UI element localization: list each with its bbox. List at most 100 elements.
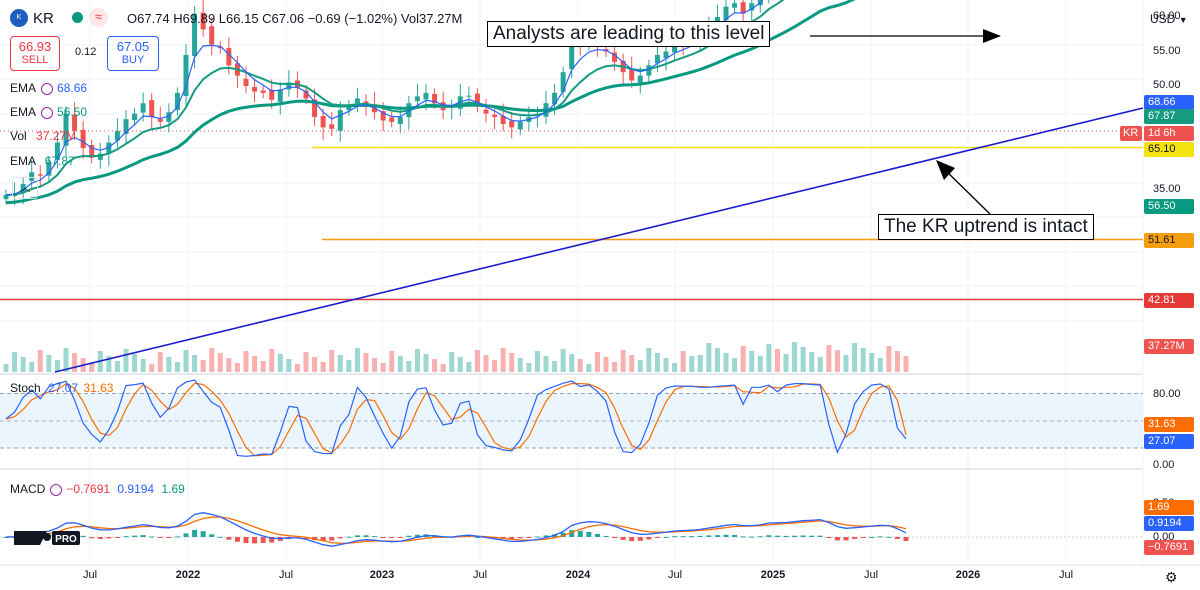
macd-hist-bar <box>852 537 858 539</box>
macd-hist-bar <box>337 537 343 539</box>
macd-hist-bar <box>174 536 180 538</box>
candle-body <box>132 113 138 121</box>
volume-bar <box>697 355 703 372</box>
ema-mid-line <box>5 0 785 196</box>
volume-bar <box>517 358 523 372</box>
price-tick-35: 35.00 <box>1153 182 1181 195</box>
refresh-icon[interactable] <box>50 484 63 496</box>
stoch-legend[interactable]: Stoch 27.07 31.63 <box>10 381 113 395</box>
macd-hist-bar <box>149 536 155 538</box>
time-tick-jul-4: Jul <box>472 569 488 581</box>
candle-body <box>157 119 163 122</box>
volume-bar <box>132 354 138 372</box>
volume-bar <box>29 362 35 372</box>
buy-price: 67.05 <box>116 39 150 54</box>
pill-stoch-k: 27.07 <box>1144 434 1194 449</box>
ema2-value: 56.50 <box>57 105 88 119</box>
volume-bar <box>834 350 840 372</box>
uptrend-arrow-head <box>936 160 955 180</box>
volume-bar <box>140 359 146 372</box>
macd-hist-bar <box>817 535 823 537</box>
candle-body <box>423 92 429 100</box>
ema1-legend[interactable]: EMA 68.66 <box>10 81 87 95</box>
sell-button[interactable]: 66.93 SELL <box>10 36 60 71</box>
volume-bar <box>749 351 755 372</box>
macd-hist-bar <box>166 537 172 538</box>
currency-selector[interactable]: USD ▼ <box>1150 12 1188 26</box>
candle-body <box>483 109 489 114</box>
macd-hist-bar <box>723 534 729 537</box>
volume-bar <box>869 353 875 372</box>
macd-hist-bar <box>637 537 643 541</box>
symbol-name[interactable]: KR <box>33 10 54 27</box>
ema2-legend[interactable]: EMA 56.50 <box>10 105 87 119</box>
volume-bar <box>594 352 600 372</box>
macd-hist-bar <box>260 537 266 543</box>
volume-bar <box>886 346 892 372</box>
macd-hist-bar <box>414 534 420 537</box>
macd-hist-bar <box>629 537 635 542</box>
analyst-arrow-head <box>983 29 1001 43</box>
macd-legend[interactable]: MACD −0.7691 0.9194 1.69 <box>10 482 185 496</box>
volume-bar <box>569 354 575 372</box>
time-tick-jul-0: Jul <box>82 569 98 581</box>
candle-body <box>277 89 283 102</box>
candle-body <box>629 69 635 81</box>
volume-bar <box>560 349 566 372</box>
volume-bar <box>346 360 352 372</box>
volume-bar <box>183 350 189 372</box>
macd-hist-bar <box>646 537 652 540</box>
macd-hist-bar <box>543 535 549 537</box>
candle-body <box>37 174 43 176</box>
ema3-label: EMA <box>10 154 36 168</box>
symbol-logo[interactable]: K <box>10 9 28 27</box>
volume-bar <box>792 342 798 372</box>
macd-hist-bar <box>183 533 189 537</box>
candle-body <box>183 54 189 97</box>
candle-body <box>466 95 472 97</box>
candle-body <box>226 48 232 66</box>
candle-body <box>552 92 558 105</box>
ema3-legend[interactable]: EMA 67.87 <box>10 154 75 168</box>
macd-signal-line <box>5 516 907 544</box>
wave-icon: ≈ <box>89 8 108 27</box>
volume-bar <box>260 361 266 372</box>
volume-bar <box>303 352 309 372</box>
uptrend-callout[interactable]: The KR uptrend is intact <box>878 214 1094 240</box>
candle-body <box>723 6 729 21</box>
macd-hist-bar <box>560 532 566 537</box>
volume-bar <box>637 360 643 372</box>
volume-bar <box>243 351 249 372</box>
trendline[interactable] <box>54 107 1144 373</box>
stoch-k-line <box>5 379 907 457</box>
market-status-dot <box>72 12 83 23</box>
settings-icon[interactable]: ⚙ <box>1165 569 1178 585</box>
time-tick-jul-10: Jul <box>1058 569 1074 581</box>
volume-legend[interactable]: Vol 37.27M <box>10 129 76 143</box>
ema1-label: EMA <box>10 81 37 95</box>
macd-hist-bar <box>783 535 789 537</box>
refresh-icon[interactable] <box>41 83 54 95</box>
macd-hist-bar <box>800 535 806 537</box>
buy-button[interactable]: 67.05 BUY <box>107 36 159 71</box>
macd-hist-bar <box>834 537 840 541</box>
time-tick-2022-1: 2022 <box>175 569 201 581</box>
collapse-legend-button[interactable]: ︿ <box>12 177 38 199</box>
candle-body <box>517 121 523 130</box>
macd-hist-bar <box>269 537 275 543</box>
macd-hist-bar <box>209 534 215 537</box>
macd-label: MACD <box>10 482 46 496</box>
volume-bar <box>774 349 780 372</box>
macd-hist-bar <box>200 531 206 537</box>
analysts-callout[interactable]: Analysts are leading to this level <box>487 21 771 47</box>
candle-body <box>200 12 206 30</box>
candle-body <box>432 93 438 104</box>
volume-bar <box>312 357 318 372</box>
candle-body <box>509 120 515 128</box>
candle-body <box>414 96 420 102</box>
macd-hist-bar <box>123 536 129 538</box>
volume-bar <box>800 347 806 372</box>
candle-body <box>740 2 746 14</box>
refresh-icon[interactable] <box>41 107 54 119</box>
